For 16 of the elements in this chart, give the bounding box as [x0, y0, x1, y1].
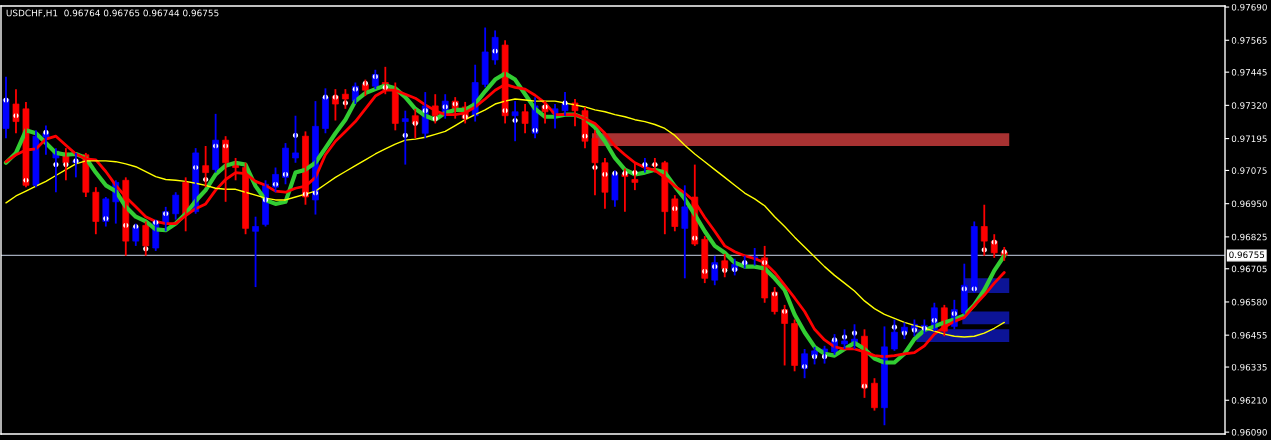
y-tick-label: 0.96580	[1231, 298, 1267, 306]
y-tick-label: 0.97320	[1231, 102, 1267, 109]
y-tick-label: 0.96825	[1231, 233, 1267, 241]
y-tick-label: 0.97195	[1231, 135, 1267, 143]
ref-line-label: 0.96755	[1229, 251, 1265, 259]
y-tick-label: 0.96705	[1231, 265, 1267, 273]
y-tick-label: 0.96210	[1231, 397, 1267, 404]
y-tick-label: 0.96455	[1231, 332, 1267, 339]
chart-title: USDCHF,H1 0.96764 0.96765 0.96744 0.96755	[6, 9, 219, 18]
y-tick-label: 0.97690	[1231, 3, 1267, 11]
y-tick-label: 0.96950	[1231, 200, 1267, 208]
y-tick-label: 0.96090	[1231, 428, 1267, 436]
y-tick-label: 0.97565	[1231, 37, 1267, 44]
y-tick-label: 0.96335	[1231, 363, 1267, 371]
y-tick-label: 0.97445	[1231, 68, 1267, 76]
y-tick-label: 0.97075	[1231, 167, 1267, 174]
